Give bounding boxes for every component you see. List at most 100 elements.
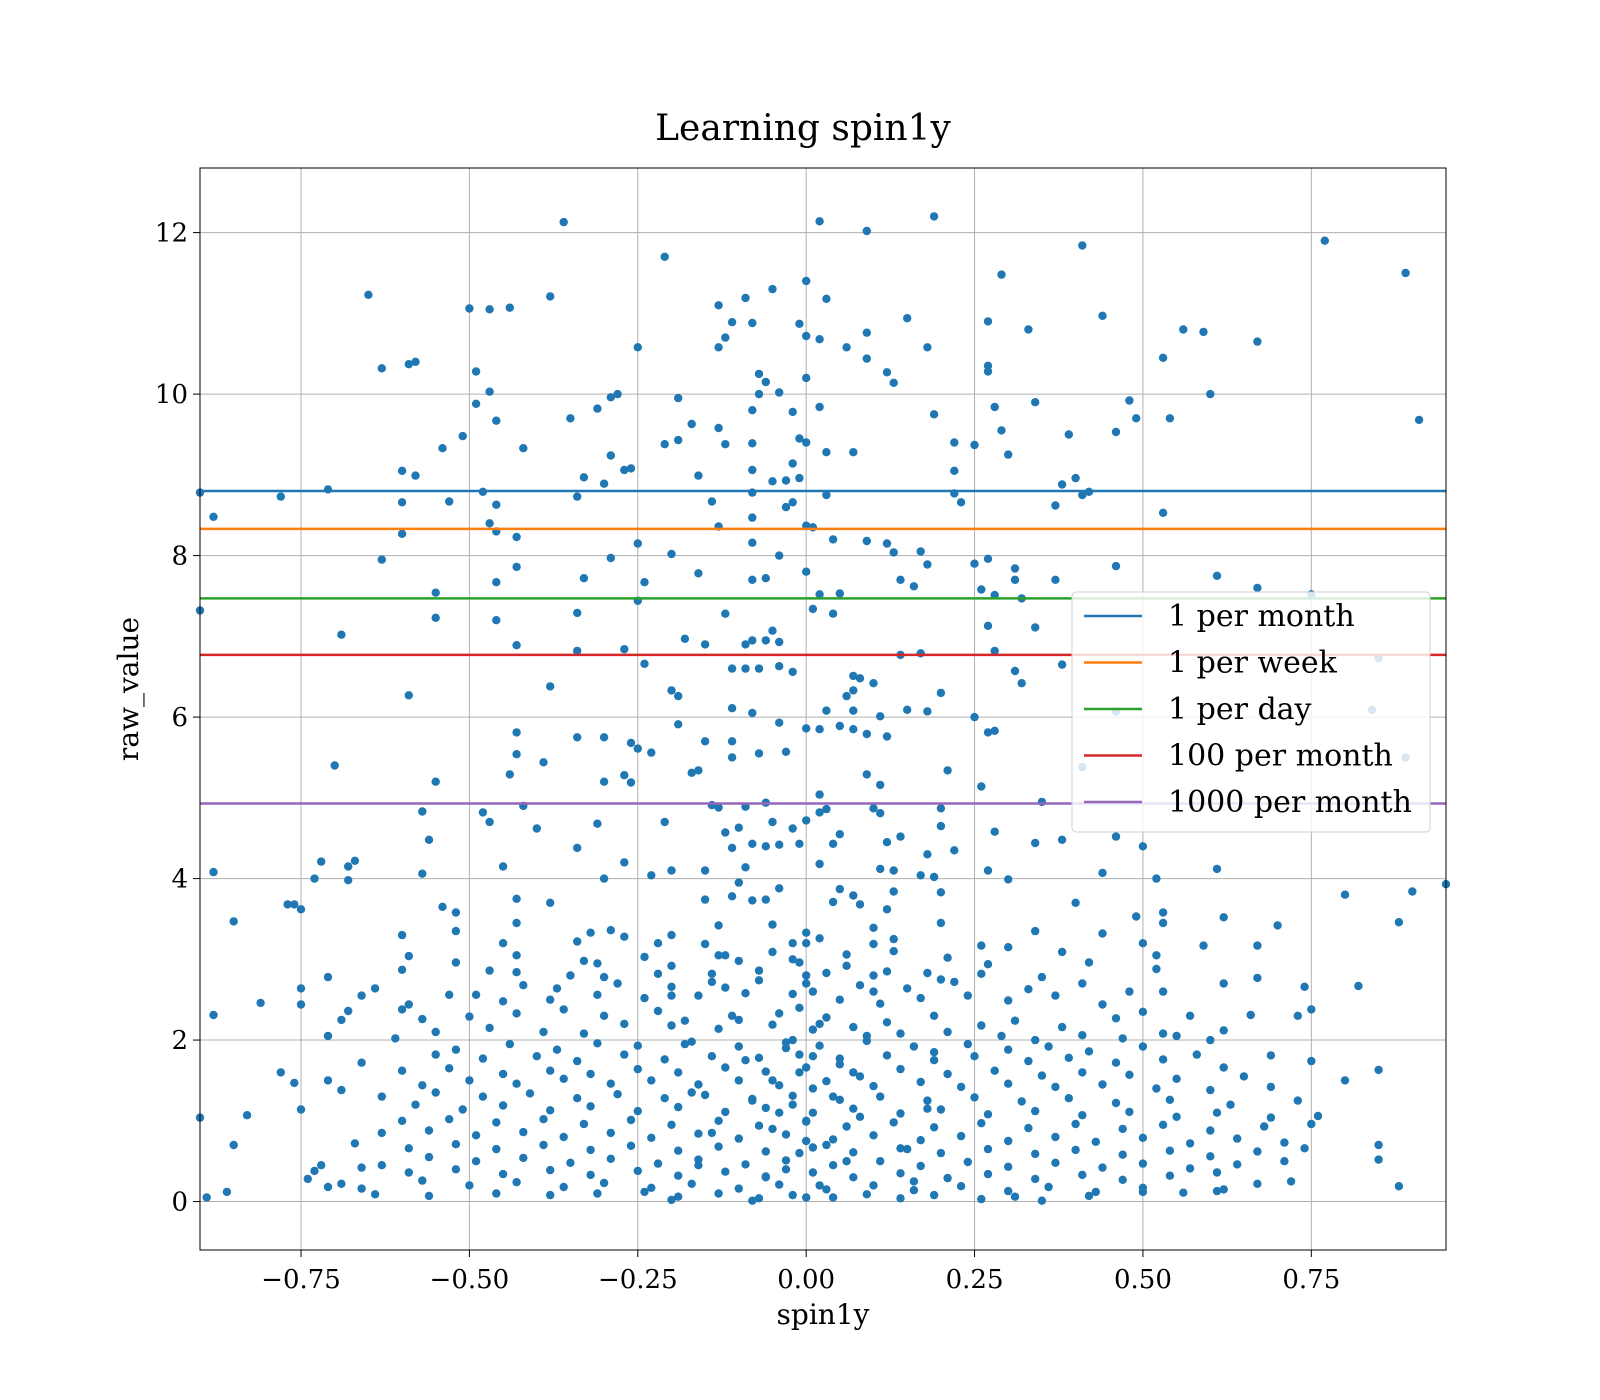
scatter-point: [835, 1095, 844, 1105]
scatter-point: [674, 393, 683, 403]
scatter-point: [546, 1190, 555, 1200]
scatter-point: [889, 866, 898, 875]
scatter-point: [775, 662, 784, 671]
scatter-point: [209, 1010, 218, 1020]
scatter-point: [404, 951, 413, 961]
scatter-point: [768, 1076, 777, 1085]
scatter-point: [256, 998, 265, 1008]
scatter-point: [599, 1011, 609, 1020]
scatter-point: [983, 1110, 993, 1119]
scatter-point: [727, 737, 737, 746]
scatter-point: [929, 410, 939, 419]
scatter-point: [727, 318, 737, 327]
scatter-point: [788, 1035, 797, 1045]
scatter-point: [478, 808, 488, 817]
scatter-point: [748, 513, 757, 522]
scatter-point: [849, 448, 858, 457]
scatter-point: [768, 1020, 777, 1029]
scatter-point: [714, 1142, 723, 1151]
scatter-point: [828, 839, 838, 848]
scatter-point: [1044, 1182, 1053, 1192]
scatter-point: [754, 1194, 764, 1203]
scatter-point: [1031, 1106, 1040, 1116]
scatter-point: [1004, 1136, 1013, 1146]
scatter-point: [828, 897, 838, 907]
scatter-point: [620, 1019, 629, 1029]
scatter-point: [788, 989, 797, 999]
scatter-point: [923, 343, 932, 352]
scatter-point: [586, 1102, 595, 1111]
scatter-point: [674, 1192, 683, 1201]
y-tick-label: 2: [171, 1026, 188, 1056]
scatter-point: [694, 991, 703, 1000]
scatter-point: [808, 1168, 818, 1177]
scatter-point: [855, 900, 865, 909]
scatter-point: [822, 1185, 831, 1194]
scatter-point: [498, 1169, 508, 1179]
scatter-point: [1226, 1100, 1235, 1109]
scatter-point: [929, 872, 939, 882]
scatter-point: [727, 1011, 737, 1020]
scatter-point: [1004, 1186, 1013, 1196]
scatter-point: [1158, 908, 1168, 917]
scatter-point: [397, 930, 407, 940]
scatter-point: [680, 1039, 690, 1049]
scatter-point: [492, 578, 501, 587]
scatter-point: [492, 416, 501, 425]
scatter-point: [1037, 1196, 1047, 1205]
scatter-point: [465, 304, 474, 313]
scatter-point: [674, 720, 683, 729]
scatter-point: [714, 343, 723, 352]
scatter-point: [438, 444, 447, 453]
scatter-point: [983, 621, 993, 630]
scatter-point: [822, 804, 831, 814]
scatter-point: [700, 1090, 710, 1100]
scatter-point: [310, 874, 319, 883]
scatter-point: [761, 574, 770, 583]
scatter-point: [748, 318, 757, 328]
scatter-point: [1017, 679, 1026, 688]
scatter-point: [849, 725, 858, 734]
scatter-point: [1212, 571, 1222, 580]
scatter-point: [795, 434, 804, 443]
scatter-point: [633, 1041, 642, 1050]
scatter-point: [788, 939, 797, 948]
scatter-point: [754, 389, 764, 399]
scatter-point: [1138, 939, 1148, 948]
scatter-point: [498, 939, 508, 948]
scatter-point: [862, 226, 871, 236]
scatter-point: [923, 850, 932, 859]
scatter-point: [741, 293, 750, 303]
scatter-point: [485, 966, 494, 975]
scatter-point: [822, 706, 831, 715]
scatter-point: [849, 686, 858, 695]
scatter-point: [903, 1144, 912, 1154]
scatter-points: [195, 212, 1451, 1205]
scatter-point: [983, 866, 993, 875]
scatter-point: [748, 406, 757, 415]
scatter-point: [418, 807, 427, 816]
x-tick-label: −0.25: [598, 1265, 678, 1295]
scatter-point: [647, 1133, 656, 1143]
scatter-point: [647, 748, 656, 757]
scatter-point: [849, 891, 858, 900]
scatter-point: [1253, 1179, 1262, 1189]
scatter-point: [620, 645, 629, 654]
scatter-point: [512, 968, 521, 977]
scatter-point: [977, 1119, 986, 1128]
scatter-point: [869, 1181, 878, 1190]
scatter-point: [1253, 973, 1262, 983]
scatter-point: [734, 1134, 743, 1143]
scatter-point: [768, 947, 777, 957]
scatter-point: [532, 824, 541, 833]
scatter-point: [822, 294, 831, 303]
scatter-point: [667, 961, 676, 970]
scatter-point: [707, 977, 717, 987]
scatter-point: [377, 364, 386, 373]
scatter-point: [1051, 575, 1060, 584]
scatter-point: [936, 804, 946, 813]
scatter-point: [498, 1069, 508, 1079]
scatter-point: [842, 343, 851, 352]
scatter-point: [802, 276, 811, 286]
scatter-point: [808, 1108, 818, 1117]
